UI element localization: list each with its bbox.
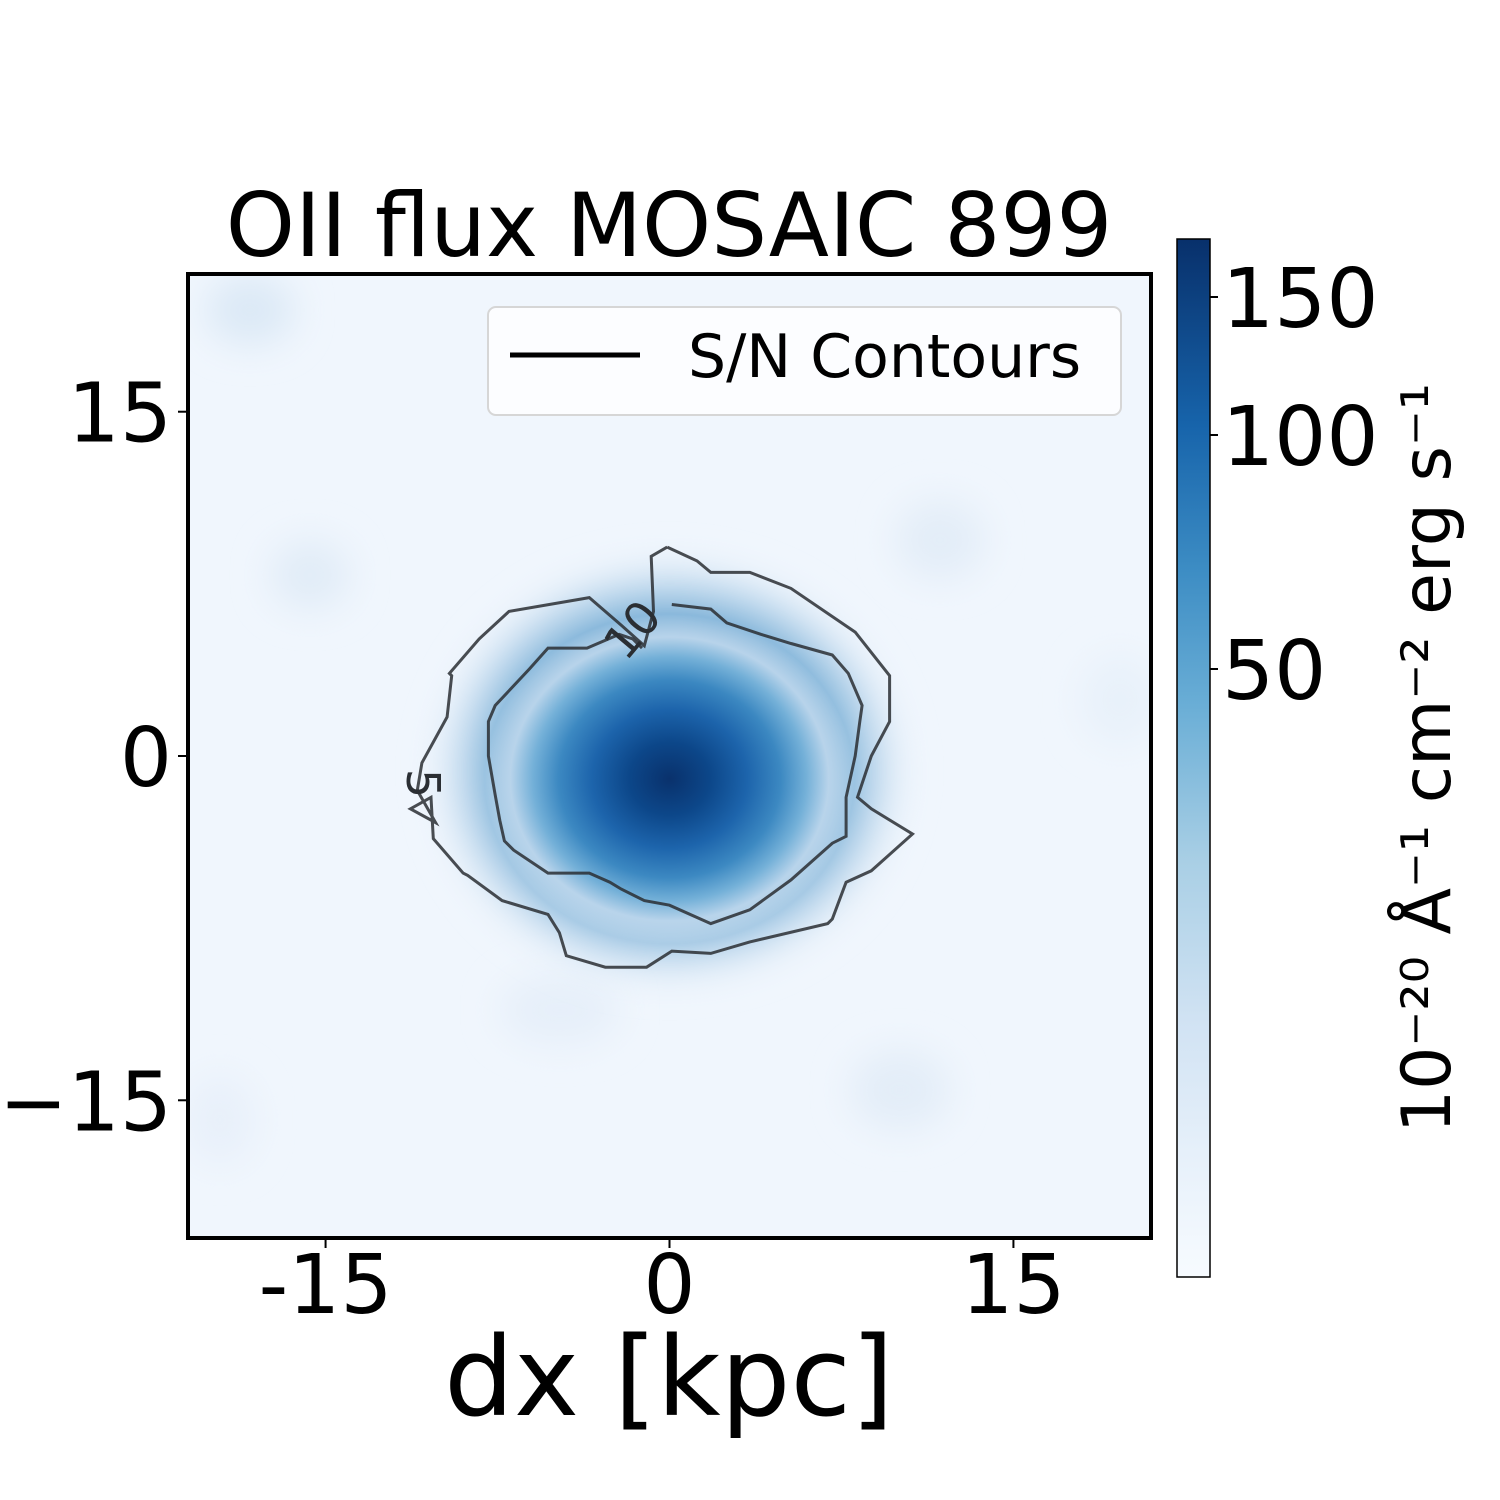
y-tick-label: 0	[120, 711, 172, 806]
legend: S/N Contours	[487, 306, 1122, 416]
emission-peak	[484, 613, 855, 944]
contour-level-10	[486, 603, 864, 926]
heatmap-area: 510	[188, 274, 1151, 1238]
background-noise	[188, 275, 1151, 1165]
y-tick-label: 15	[68, 367, 172, 462]
x-tick-label: -15	[259, 1238, 393, 1333]
chart-title: OII flux MOSAIC 899	[226, 174, 1113, 277]
x-tick-label: 15	[961, 1238, 1065, 1333]
y-tick-label: −15	[0, 1055, 172, 1150]
x-axis-label: dx [kpc]	[444, 1313, 894, 1441]
colorbar-tick-label: 100	[1222, 390, 1379, 485]
x-tick-label: 0	[643, 1238, 695, 1333]
x-axis: -15 0 15	[259, 1238, 1066, 1333]
contour-label: 5	[396, 769, 450, 798]
colorbar-tick-label: 150	[1222, 252, 1379, 347]
legend-box	[487, 306, 1122, 416]
colorbar-gradient	[1176, 238, 1211, 1278]
colorbar-label: 10⁻²⁰ Å⁻¹ cm⁻² erg s⁻¹	[1386, 383, 1467, 1133]
contour-level-5	[407, 545, 916, 969]
colorbar: 150 100 50 10⁻²⁰ Å⁻¹ cm⁻² erg s⁻¹	[1176, 238, 1467, 1278]
colorbar-ticks: 150 100 50	[1210, 252, 1379, 719]
y-axis: 15 0 −15	[0, 367, 188, 1150]
colorbar-tick-label: 50	[1222, 624, 1326, 719]
legend-entry: S/N Contours	[688, 322, 1081, 392]
